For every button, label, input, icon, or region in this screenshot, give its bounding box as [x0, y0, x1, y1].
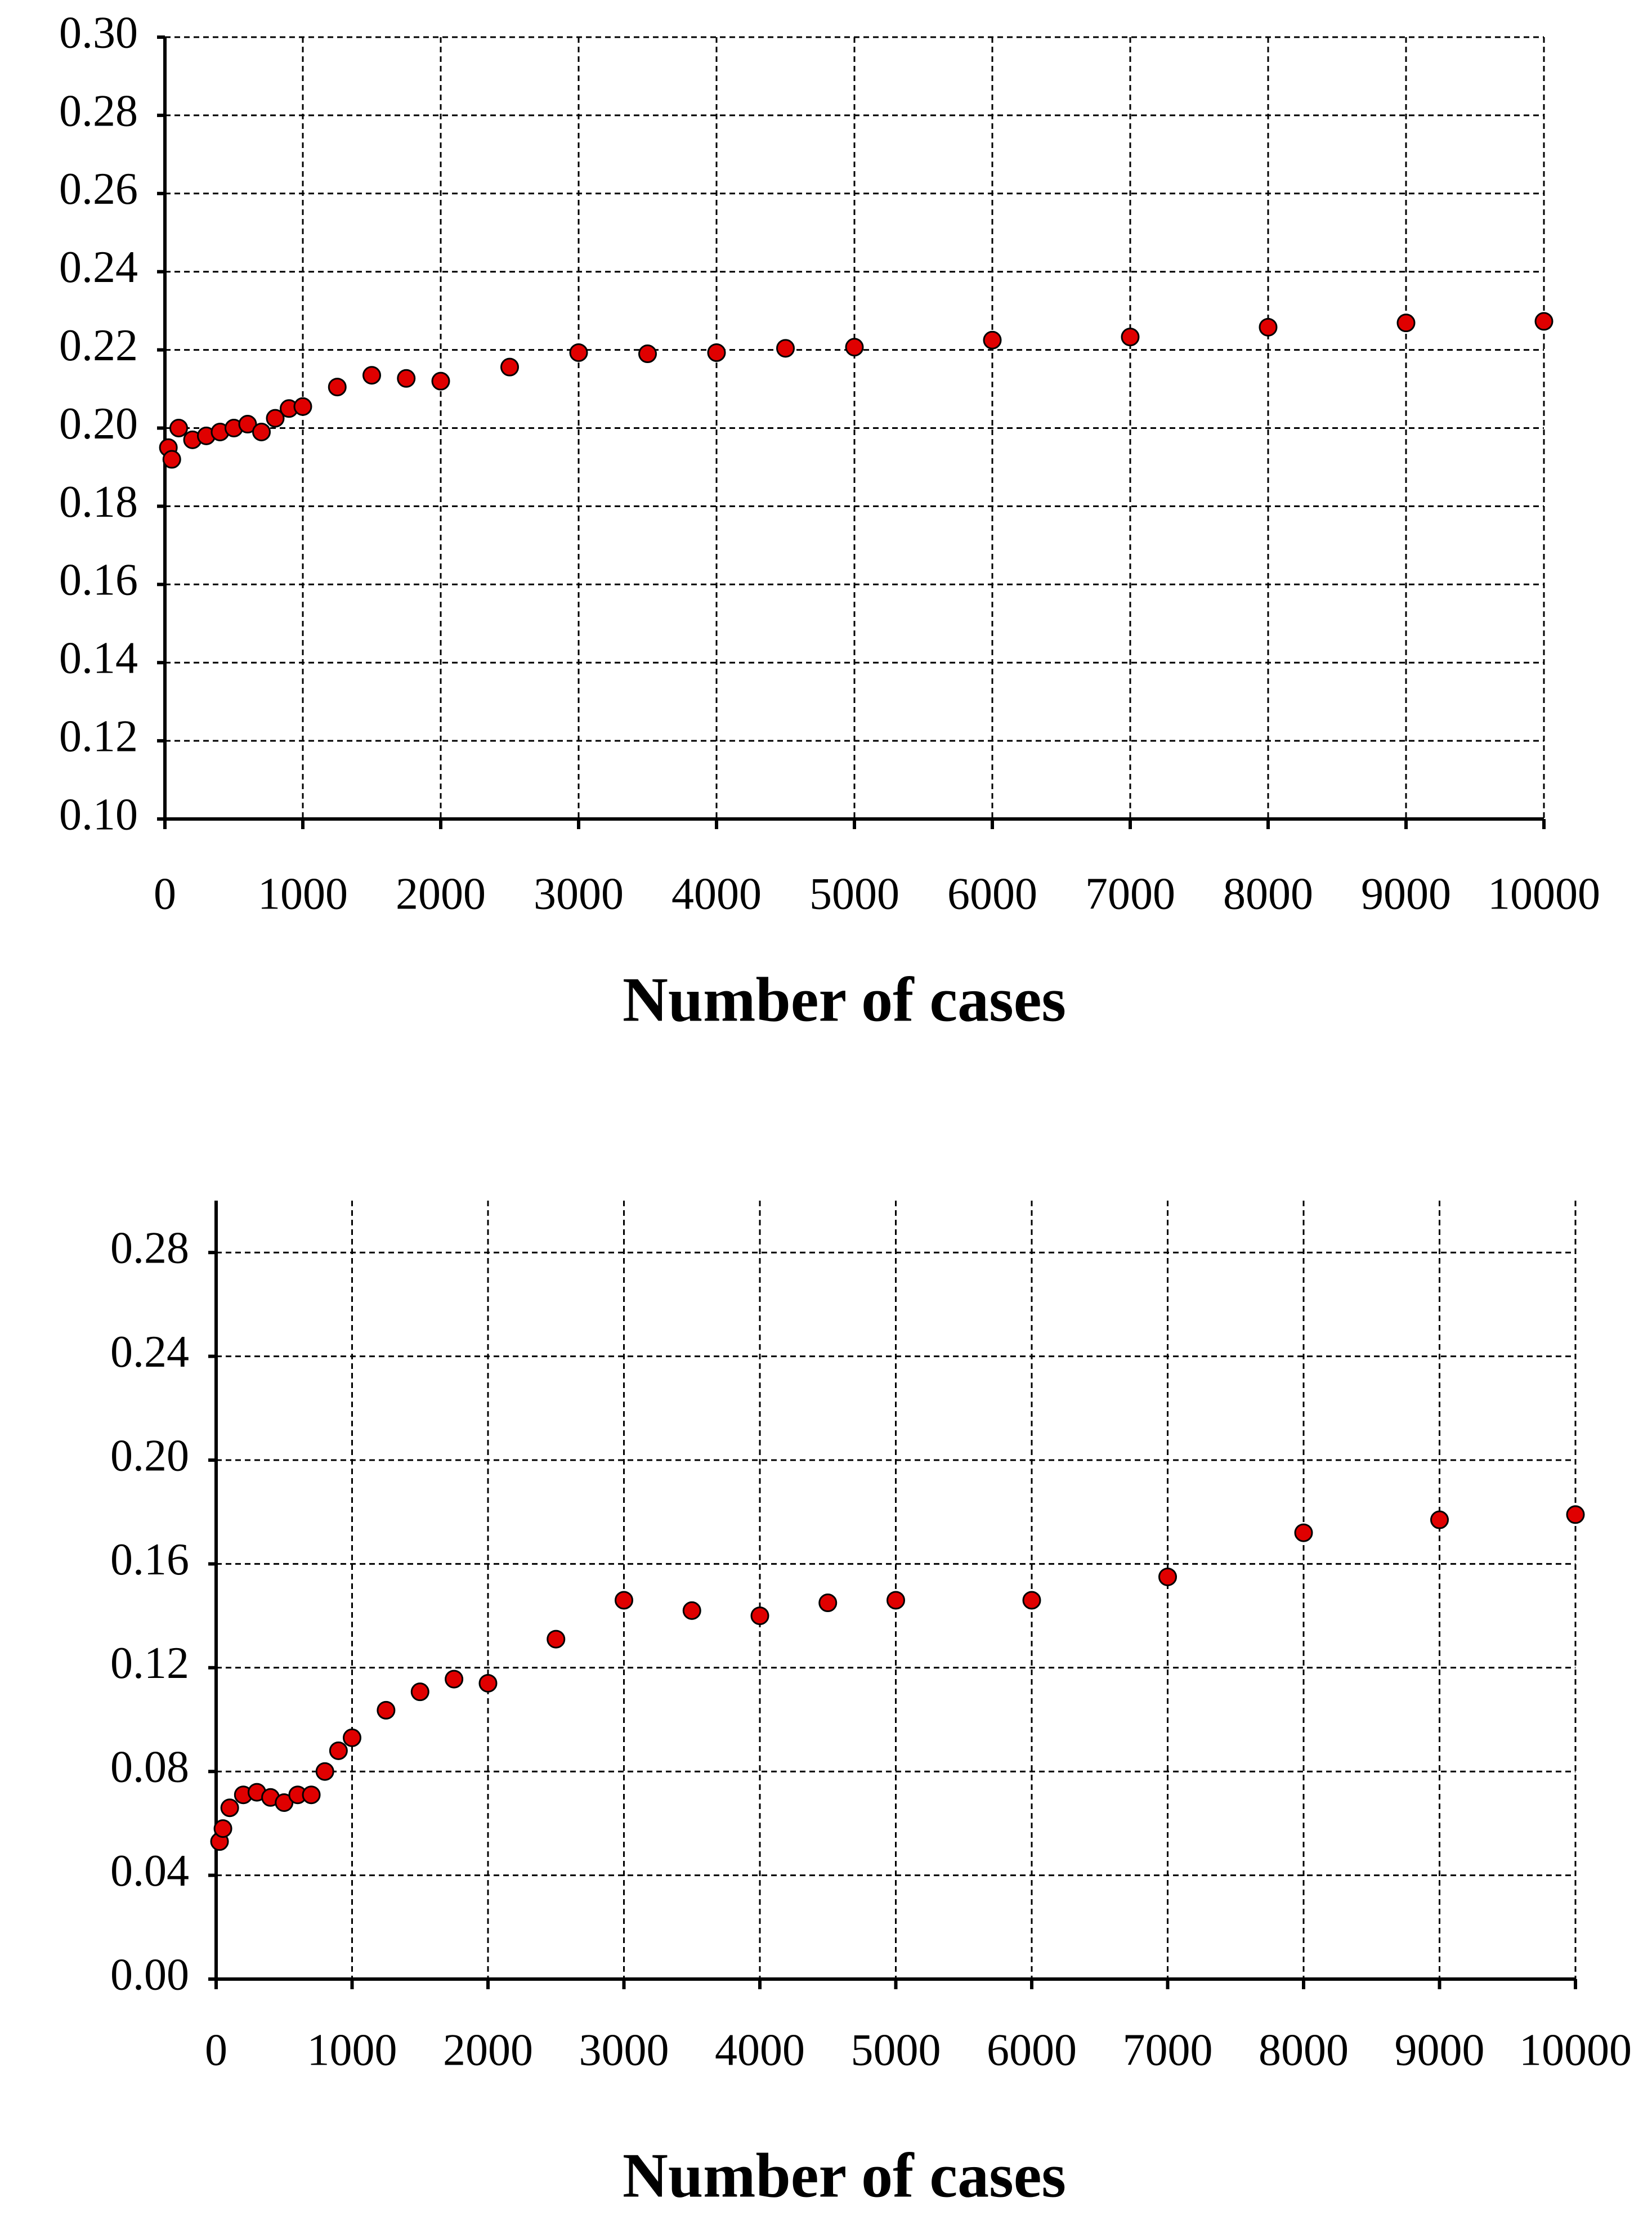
y-tick-label: 0.26 — [59, 164, 138, 214]
data-point — [983, 330, 1002, 350]
y-tick-label: 0.04 — [110, 1846, 189, 1896]
y-tick-label: 0.24 — [110, 1327, 189, 1377]
y-tick-label: 0.20 — [110, 1431, 189, 1480]
data-point — [275, 1793, 294, 1812]
x-tick-label: 9000 — [1395, 2025, 1485, 2075]
data-point — [397, 369, 416, 388]
data-point — [266, 409, 285, 428]
y-tick-label: 0.08 — [110, 1743, 189, 1792]
x-tick-label: 8000 — [1223, 869, 1313, 919]
y-tick-label: 0.20 — [59, 399, 138, 449]
data-point — [445, 1670, 464, 1689]
y-tick-label: 0.24 — [59, 243, 138, 292]
data-point — [410, 1682, 429, 1702]
data-point — [500, 357, 519, 377]
x-tick-label: 2000 — [443, 2025, 533, 2075]
x-tick-label: 0 — [205, 2025, 227, 2075]
data-point — [302, 1785, 321, 1805]
data-point — [362, 366, 381, 385]
y-tick-label: 0.14 — [59, 634, 138, 683]
data-point — [220, 1798, 239, 1818]
data-point — [329, 1741, 348, 1760]
y-tick-label: 0.18 — [59, 477, 138, 527]
x-tick-label: 7000 — [1085, 869, 1175, 919]
y-tick-label: 0.22 — [59, 321, 138, 370]
data-point — [1430, 1510, 1449, 1529]
x-axis-title: Number of cases — [623, 2141, 1066, 2211]
data-point — [682, 1601, 701, 1620]
y-tick-label: 0.16 — [110, 1535, 189, 1585]
data-point — [315, 1762, 334, 1781]
data-point — [252, 422, 271, 441]
data-point — [638, 344, 657, 364]
data-point — [1121, 328, 1140, 347]
x-tick-label: 4000 — [715, 2025, 805, 2075]
y-tick-label: 0.28 — [59, 86, 138, 136]
y-tick-label: 0.12 — [59, 711, 138, 761]
x-tick-label: 9000 — [1361, 869, 1451, 919]
x-tick-label: 6000 — [947, 869, 1037, 919]
data-point — [1259, 317, 1278, 337]
data-point — [1566, 1505, 1585, 1524]
y-tick-label: 0.10 — [59, 790, 138, 839]
x-tick-label: 10000 — [1519, 2025, 1632, 2075]
x-tick-label: 0 — [154, 869, 176, 919]
data-point — [431, 372, 450, 391]
data-point — [343, 1728, 361, 1747]
data-point — [569, 343, 588, 362]
x-tick-label: 1000 — [258, 869, 348, 919]
data-point — [707, 343, 726, 362]
x-tick-label: 8000 — [1259, 2025, 1349, 2075]
x-tick-label: 6000 — [987, 2025, 1077, 2075]
data-point — [213, 1819, 232, 1838]
data-point — [1022, 1591, 1041, 1610]
data-point — [750, 1606, 769, 1626]
x-tick-label: 1000 — [307, 2025, 397, 2075]
y-tick-label: 0.16 — [59, 556, 138, 605]
data-point — [776, 339, 795, 358]
data-point — [1158, 1567, 1177, 1586]
data-point — [293, 397, 312, 416]
data-point — [478, 1673, 498, 1693]
x-axis-title: Number of cases — [623, 965, 1066, 1035]
data-point — [845, 338, 864, 357]
x-tick-label: 2000 — [396, 869, 486, 919]
data-point — [377, 1700, 396, 1720]
x-tick-label: 3000 — [579, 2025, 669, 2075]
data-point — [238, 415, 257, 434]
data-point — [328, 378, 347, 397]
data-point — [1294, 1523, 1313, 1542]
data-point — [615, 1591, 633, 1610]
data-point — [887, 1591, 905, 1610]
x-tick-label: 3000 — [534, 869, 624, 919]
data-point — [818, 1594, 838, 1613]
data-point — [1396, 314, 1416, 333]
data-point — [169, 419, 188, 437]
y-tick-label: 0.12 — [110, 1639, 189, 1688]
data-point — [162, 450, 181, 469]
x-tick-label: 4000 — [671, 869, 762, 919]
x-tick-label: 7000 — [1123, 2025, 1213, 2075]
x-tick-label: 5000 — [851, 2025, 941, 2075]
data-point — [1534, 312, 1553, 331]
y-tick-label: 0.30 — [59, 8, 138, 57]
x-tick-label: 5000 — [809, 869, 899, 919]
y-tick-label: 0.00 — [110, 1950, 189, 1999]
y-tick-label: 0.28 — [110, 1224, 189, 1273]
data-point — [547, 1630, 566, 1649]
x-tick-label: 10000 — [1488, 869, 1600, 919]
